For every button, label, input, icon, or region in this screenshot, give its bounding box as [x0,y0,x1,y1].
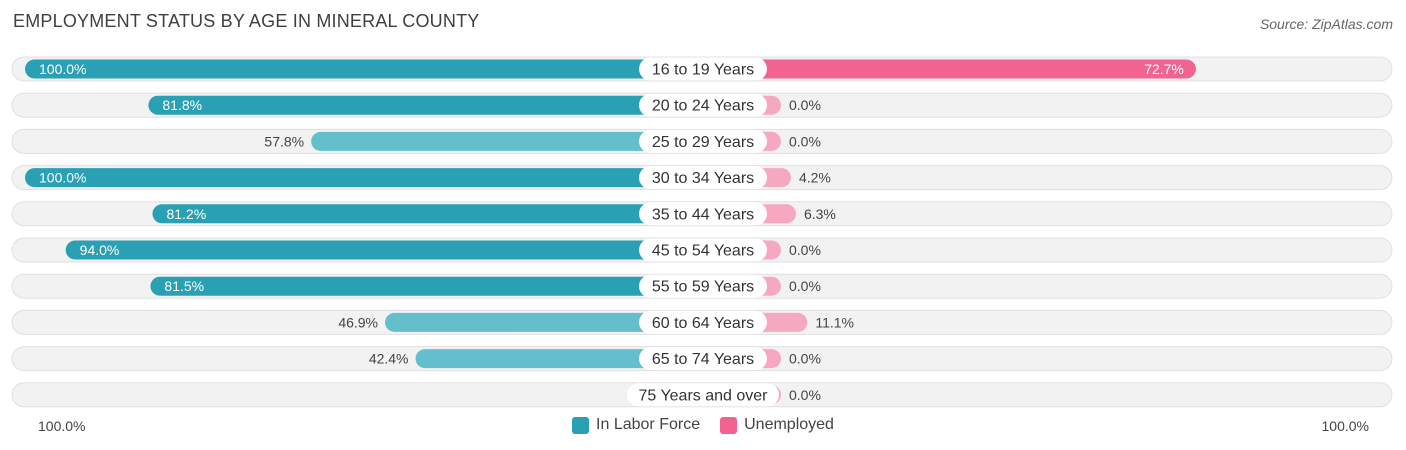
axis-left-label: 100.0% [38,418,86,434]
labor-bar [311,131,703,151]
category-pill [639,129,767,153]
unemployed-bar [703,59,1196,79]
unemployed-value-label: 6.3% [804,206,836,222]
unemployed-value-label: 0.0% [789,351,821,367]
labor-bar [65,240,704,260]
legend: In Labor Force Unemployed [0,416,1406,434]
unemployed-value-label: 0.0% [789,387,821,403]
labor-bar [152,204,704,224]
category-label: 35 to 44 Years [652,206,754,223]
axis-right-label: 100.0% [1321,418,1369,434]
category-label: 25 to 29 Years [652,134,754,151]
legend-swatch-labor [572,416,590,434]
category-pill [639,166,767,190]
category-label: 75 Years and over [639,387,769,404]
category-pill [639,93,767,117]
labor-value-label: 100.0% [39,170,86,186]
labor-bar [25,59,703,79]
category-label: 55 to 59 Years [652,279,754,296]
category-label: 45 to 54 Years [652,243,754,260]
legend-item-labor: In Labor Force [572,416,700,434]
labor-value-label: 81.8% [162,97,202,113]
category-label: 30 to 34 Years [652,170,754,187]
labor-value-label: 57.8% [264,133,304,149]
labor-value-label: 100.0% [39,61,86,77]
source-note: Source: ZipAtlas.com [1259,16,1393,32]
labor-value-label: 94.0% [80,242,120,258]
legend-item-unemployed: Unemployed [720,416,834,434]
labor-value-label: 81.5% [164,278,204,294]
category-pill [639,310,767,334]
legend-swatch-unemployed [720,416,738,434]
unemployed-value-label: 4.2% [799,170,831,186]
labor-bar [25,168,703,188]
labor-value-label: 42.4% [369,351,409,367]
labor-value-label: 46.9% [338,314,378,330]
labor-bar [415,349,703,369]
category-label: 65 to 74 Years [652,351,754,368]
category-pill [627,383,779,407]
legend-label-labor: In Labor Force [596,416,701,433]
category-pill [639,274,767,298]
category-pill [639,347,767,371]
category-label: 20 to 24 Years [652,98,754,115]
legend-label-unemployed: Unemployed [744,416,834,433]
unemployed-value-label: 0.0% [789,242,821,258]
unemployed-value-label: 11.1% [815,314,854,330]
category-label: 60 to 64 Years [652,315,754,332]
labor-bar [150,276,703,296]
chart-area: 100.0% 72.7% 16 to 19 Years 81.8% 0.0% 20 to … [11,56,1393,408]
labor-value-label: 81.2% [166,206,206,222]
unemployed-value-label: 0.0% [789,133,821,149]
unemployed-value-label: 0.0% [789,278,821,294]
category-pill [639,202,767,226]
category-pill [639,238,767,262]
category-pill [639,57,767,81]
labor-bar [385,312,703,332]
unemployed-value-label: 72.7% [1144,61,1184,77]
labor-bar [148,95,703,115]
chart-title: EMPLOYMENT STATUS BY AGE IN MINERAL COUN… [13,11,480,31]
unemployed-value-label: 0.0% [789,97,821,113]
category-label: 16 to 19 Years [652,62,754,79]
